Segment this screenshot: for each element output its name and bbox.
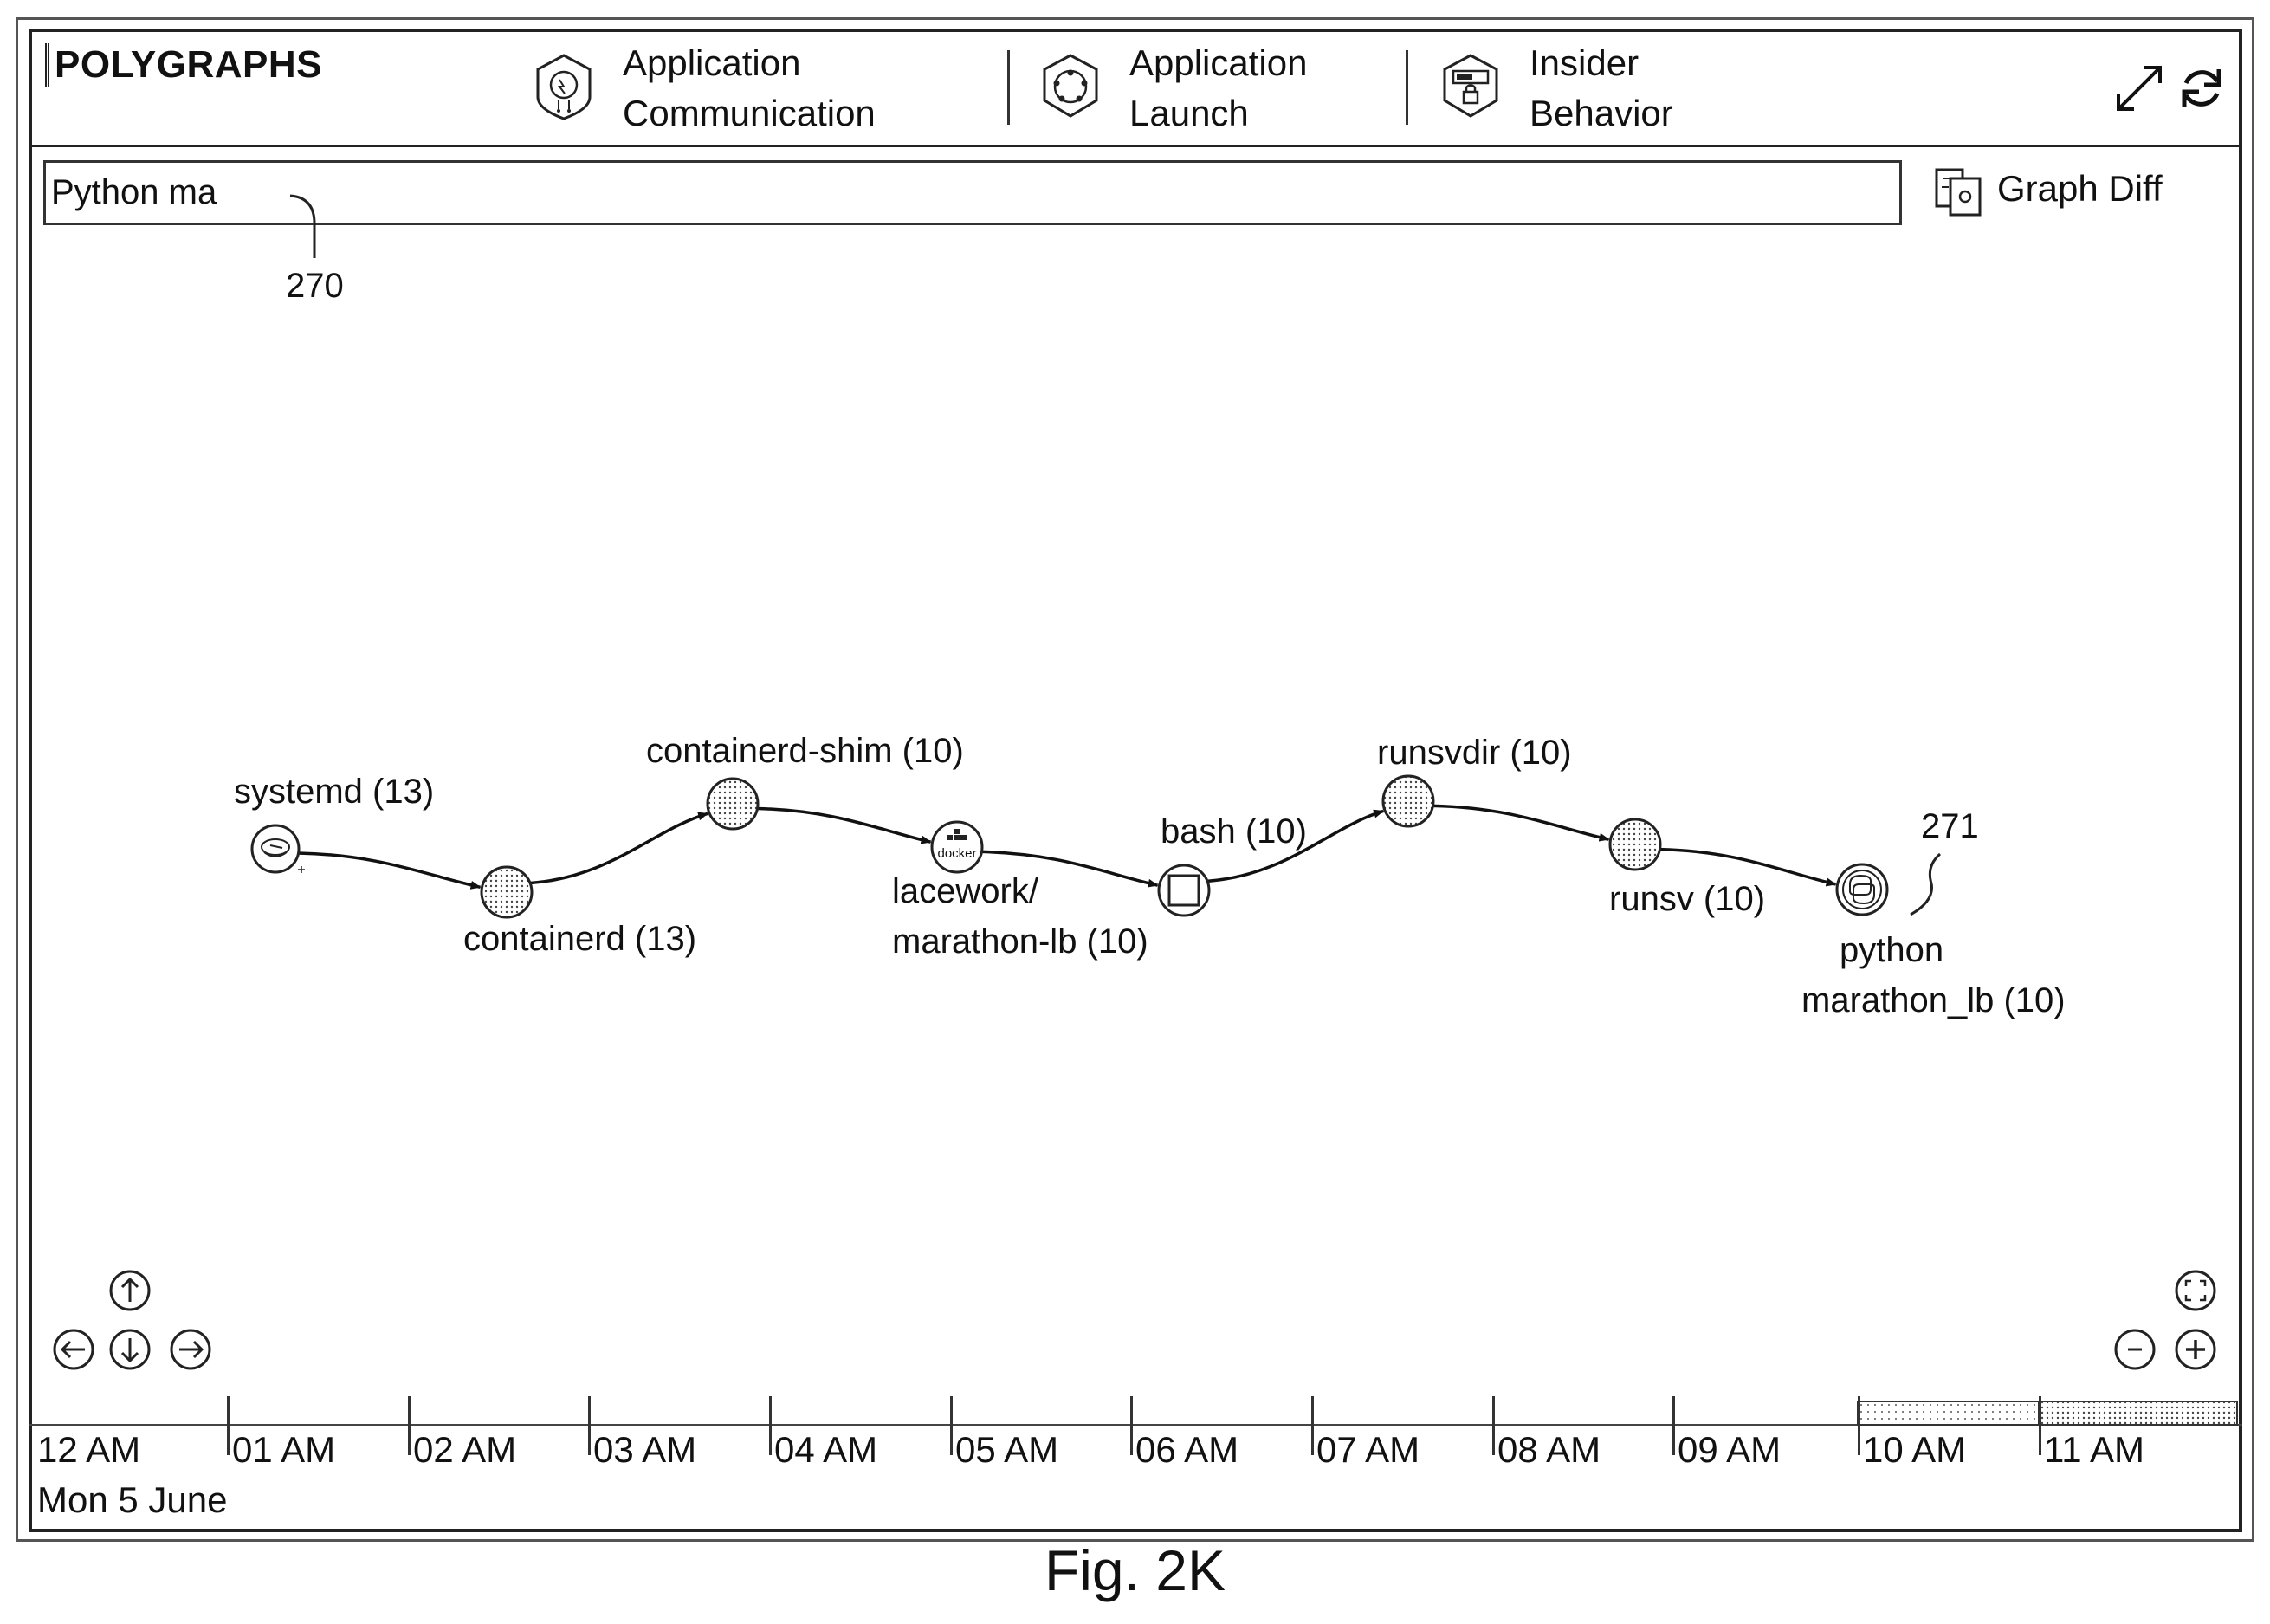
systemd-icon [250,824,301,874]
timeline-tick-label: 06 AM [1135,1429,1239,1470]
timeline-tick-label: 08 AM [1497,1429,1601,1470]
graph-diff-icon [1935,168,1982,217]
timeline-axis [29,1401,2242,1426]
docker-icon-text: docker [937,846,976,861]
timeline-tick-label: 04 AM [774,1429,878,1470]
dotted-node [706,777,760,831]
timeline-tick-label: 03 AM [593,1429,697,1470]
search-input[interactable] [43,160,1902,225]
python-icon [1835,863,1889,916]
timeline-tick [1311,1396,1314,1455]
node-label-python: python [1840,931,1944,969]
tab-label-line1: Application [1129,42,1308,83]
figure-caption: Fig. 2K [1044,1538,1226,1602]
edge-runsv-python [1659,847,1837,887]
pan-down-icon[interactable] [108,1328,152,1371]
header-bar [29,29,2242,147]
timeline-tick [950,1396,953,1455]
refresh-icon[interactable] [2176,62,2228,114]
edge-systemd-containerd [298,851,482,890]
timeline-tick-label: 05 AM [955,1429,1059,1470]
node-label-bash: bash (10) [1161,812,1307,851]
tab-label-line1: Insider [1530,42,1639,83]
node-label-containerd: containerd (13) [463,920,697,958]
timeline-selection-10am[interactable] [1857,1401,2040,1426]
node-label-runsv: runsv (10) [1609,880,1766,918]
graph-diff-label: Graph Diff [1997,168,2163,209]
timeline-tick-label: 07 AM [1316,1429,1420,1470]
timeline-date: Mon 5 June [37,1479,228,1520]
tab-label-line2: Behavior [1530,93,1673,133]
ref-leader-line [289,194,316,258]
timeline-tick [1672,1396,1675,1455]
app-launch-icon [1043,54,1098,118]
timeline-tick-label: 01 AM [232,1429,336,1470]
timeline-tick [588,1396,591,1455]
node-label-python: marathon_lb (10) [1801,981,2066,1019]
dotted-node [1608,818,1662,871]
graph-node-python[interactable] [1835,863,1889,916]
window-controls [2113,62,2226,114]
tab-divider [1007,50,1010,125]
node-label-containerd-shim: containerd-shim (10) [646,732,964,770]
timeline-tick [227,1396,230,1455]
pan-controls [52,1269,225,1381]
pan-left-icon[interactable] [52,1328,95,1371]
timeline-tick [2039,1396,2041,1455]
timeline-selection-11am[interactable] [2038,1401,2238,1426]
edge-runsvdir-runsv [1432,804,1610,842]
timeline-tick [769,1396,772,1455]
insider-behavior-icon [1443,54,1498,118]
tab-divider [1406,50,1408,125]
node-label-lacework: marathon-lb (10) [892,922,1148,961]
timeline-tick-label: 12 AM [37,1429,141,1470]
timeline[interactable]: 12 AM 01 AM 02 AM 03 AM 04 AM 05 AM 06 AM 07 AM… [29,1394,2242,1532]
node-label-systemd: systemd (13) [234,773,435,811]
figure-border [16,17,2254,1542]
timeline-tick-label: 11 AM [2044,1429,2144,1470]
node-label-runsvdir: runsvdir (10) [1377,734,1572,772]
timeline-tick [1130,1396,1133,1455]
fit-view-icon[interactable] [2174,1269,2217,1312]
zoom-in-icon[interactable] [2174,1328,2217,1371]
tab-label-line2: Communication [623,93,876,133]
zoom-controls [2105,1269,2226,1381]
graph-node-containerd[interactable] [480,865,534,919]
edge-bash-runsvdir [1206,809,1385,883]
timeline-tick [1858,1396,1860,1455]
graph-node-bash[interactable] [1157,864,1211,917]
graph-node-systemd[interactable] [250,824,305,874]
edge-lacework-bash [981,850,1159,888]
app-communication-icon [536,54,592,120]
graph-node-lacework[interactable]: docker [930,820,984,874]
dotted-node [480,865,534,919]
timeline-tick-label: 09 AM [1678,1429,1782,1470]
expand-icon[interactable] [2113,62,2165,114]
zoom-out-icon[interactable] [2113,1328,2157,1371]
node-label-lacework: lacework/ [892,872,1038,910]
ref-numeral-270: 270 [286,267,344,305]
dotted-node [1381,774,1435,828]
timeline-tick-label: 02 AM [413,1429,517,1470]
graph-node-runsvdir[interactable] [1381,774,1435,828]
app-window [29,29,2242,1532]
tab-label-line2: Launch [1129,93,1249,133]
edge-containerd-shim-lacework [757,806,932,844]
pan-up-icon[interactable] [108,1269,152,1312]
tab-label-line1: Application [623,42,801,83]
ref-leader-line [1910,852,1942,916]
edge-containerd-containerd-shim [529,812,709,885]
pan-right-icon[interactable] [169,1328,212,1371]
ref-numeral-271: 271 [1921,807,1979,845]
timeline-tick [1492,1396,1495,1455]
timeline-tick [408,1396,411,1455]
graph-node-runsv[interactable] [1608,818,1662,871]
app-title: POLYGRAPHS [45,43,322,87]
timeline-tick-label: 10 AM [1863,1429,1967,1470]
graph-node-containerd-shim[interactable] [706,777,760,831]
docker-icon [930,820,984,874]
